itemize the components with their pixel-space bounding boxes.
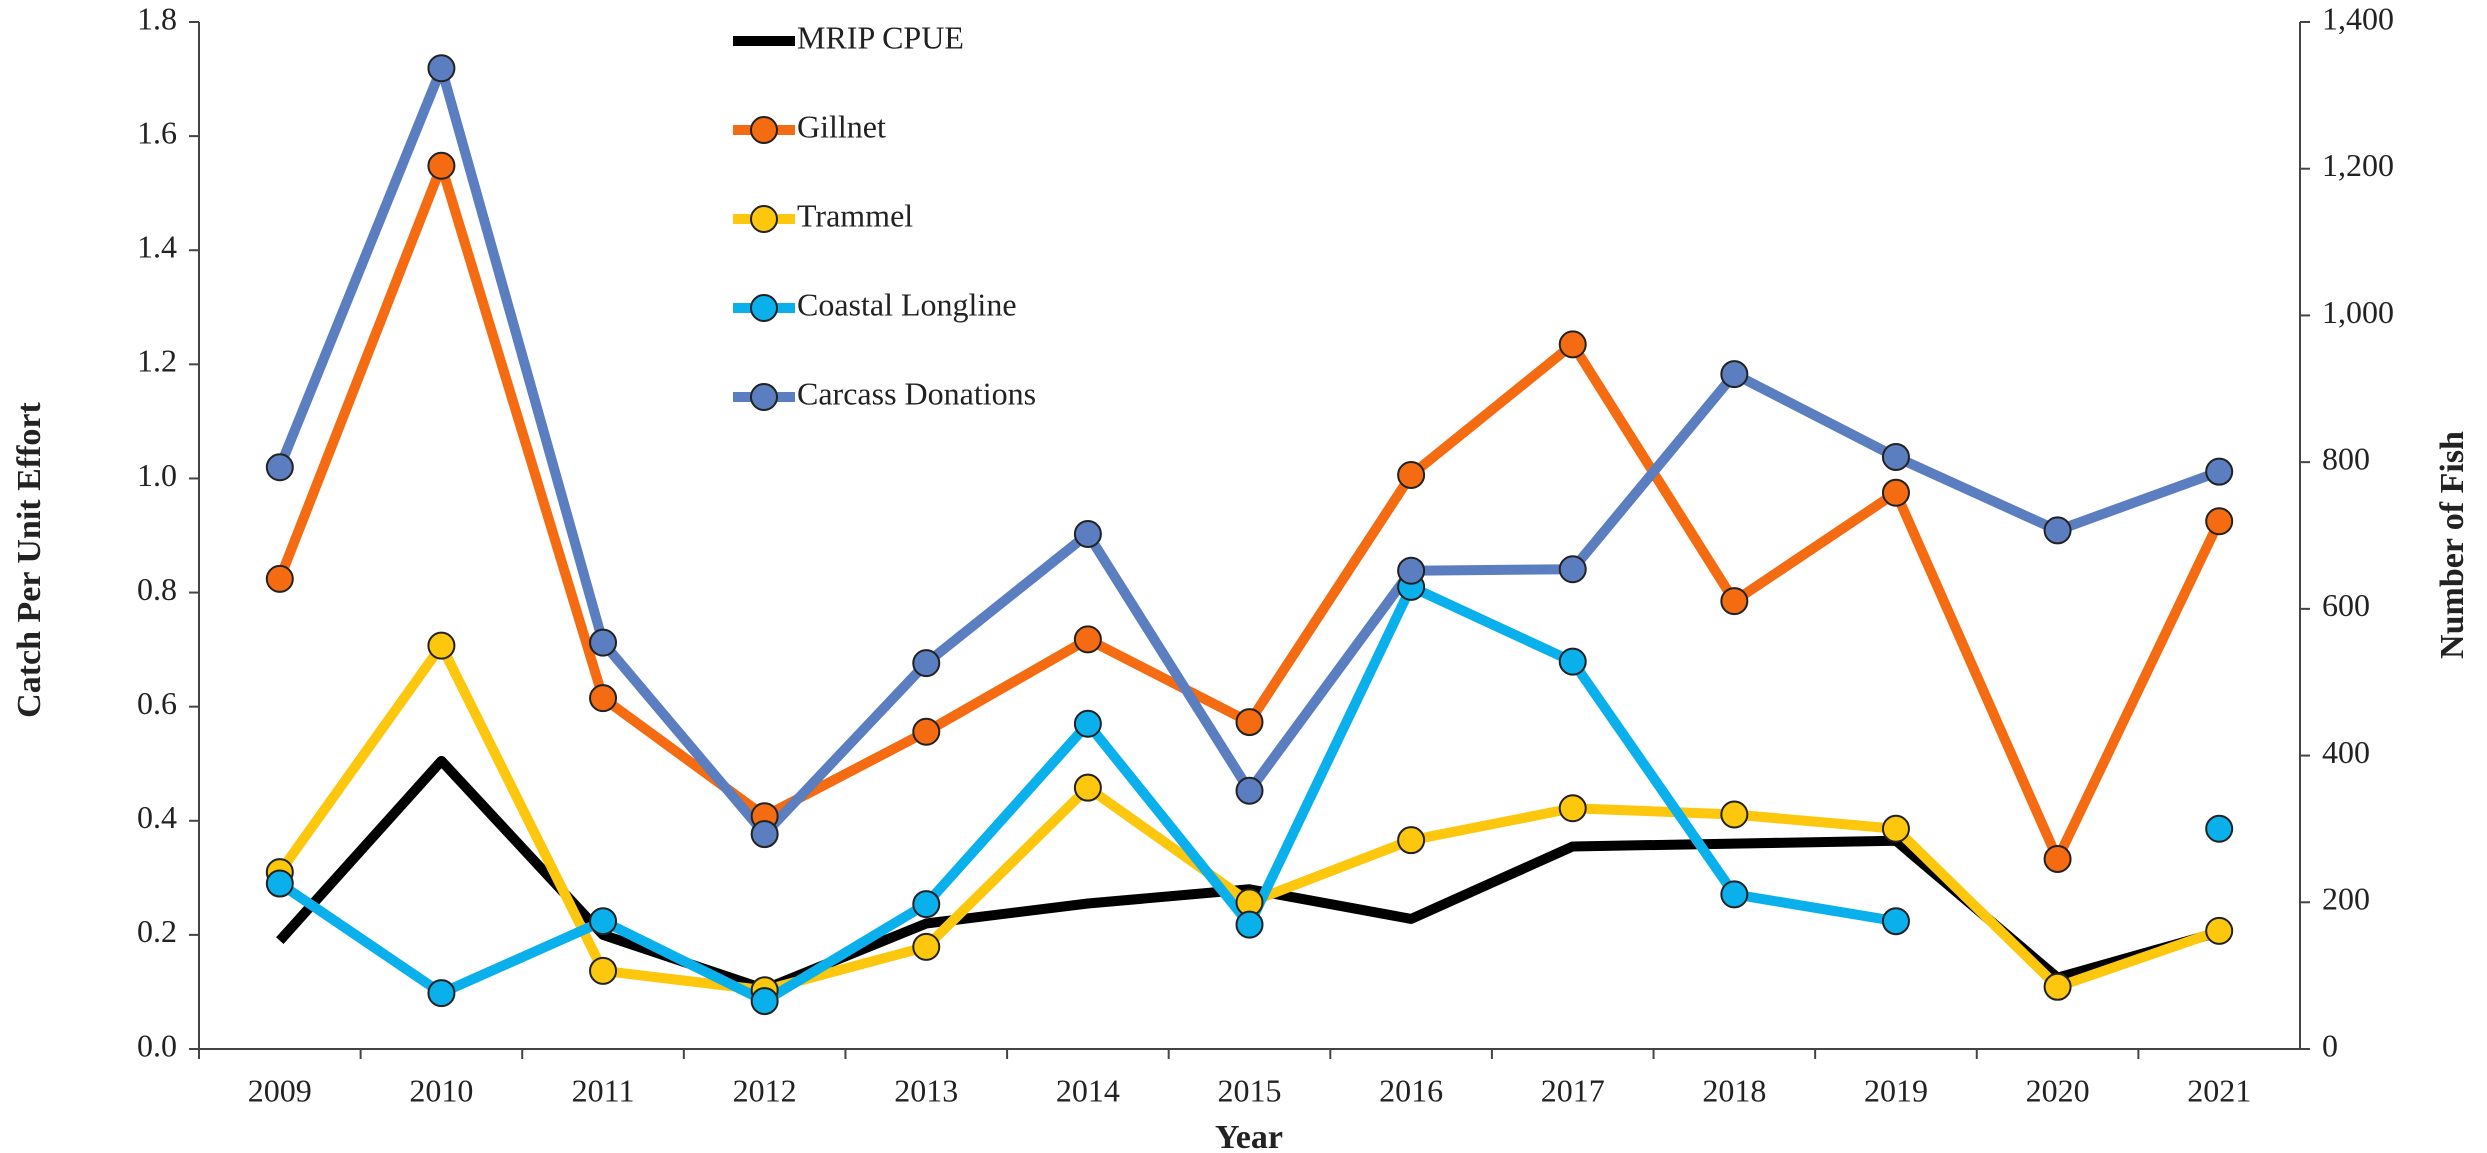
- data-point: [1881, 907, 1910, 936]
- x-tick-label: 2009: [248, 1072, 312, 1108]
- y-tick-label: 0.8: [137, 571, 177, 607]
- data-point: [1235, 910, 1264, 939]
- y-tick-label: 0.6: [137, 685, 177, 721]
- legend-marker: [750, 116, 778, 144]
- data-point: [2043, 972, 2072, 1001]
- legend-label: Carcass Donations: [797, 375, 1036, 411]
- x-tick-label: 2018: [1702, 1072, 1766, 1108]
- y-tick-label: 0.2: [137, 913, 177, 949]
- x-axis-title: Year: [1215, 1119, 1283, 1153]
- data-point: [2043, 845, 2072, 874]
- data-point: [1720, 360, 1749, 389]
- data-point: [1073, 773, 1102, 802]
- x-tick-label: 2014: [1056, 1072, 1120, 1108]
- legend-marker: [750, 294, 778, 322]
- y2-tick-label: 1,000: [2322, 294, 2394, 330]
- y-tick-label: 1.0: [137, 457, 177, 493]
- data-point: [1073, 709, 1102, 738]
- data-point: [2205, 507, 2234, 536]
- x-tick-label: 2012: [733, 1072, 797, 1108]
- data-point: [1881, 443, 1910, 472]
- data-point: [427, 631, 456, 660]
- data-point: [1397, 461, 1426, 490]
- data-point: [589, 684, 618, 713]
- data-point: [427, 979, 456, 1008]
- data-point: [427, 54, 456, 83]
- x-tick-label: 2011: [572, 1072, 635, 1108]
- data-point: [265, 869, 294, 898]
- x-tick-label: 2013: [894, 1072, 958, 1108]
- data-point: [2205, 814, 2234, 843]
- y2-tick-label: 800: [2322, 440, 2370, 476]
- data-point: [589, 907, 618, 936]
- data-point: [750, 820, 779, 849]
- y2-tick-label: 400: [2322, 734, 2370, 770]
- data-point: [1558, 330, 1587, 359]
- x-tick-label: 2017: [1541, 1072, 1605, 1108]
- x-tick-label: 2020: [2026, 1072, 2090, 1108]
- data-point: [427, 151, 456, 180]
- data-point: [1558, 794, 1587, 823]
- data-point: [1558, 555, 1587, 584]
- data-point: [2205, 457, 2234, 486]
- data-point: [1558, 647, 1587, 676]
- y2-tick-label: 600: [2322, 587, 2370, 623]
- y-tick-label: 1.2: [137, 343, 177, 379]
- y2-tick-label: 1,200: [2322, 147, 2394, 183]
- y2-axis-title: Number of Fish: [2434, 431, 2471, 659]
- data-point: [1720, 587, 1749, 616]
- legend-label: Gillnet: [797, 108, 886, 144]
- data-point: [2205, 916, 2234, 945]
- data-point: [589, 628, 618, 657]
- data-point: [1397, 826, 1426, 855]
- data-point: [912, 890, 941, 919]
- y2-tick-label: 0: [2322, 1027, 2338, 1063]
- legend-marker: [750, 383, 778, 411]
- x-tick-label: 2016: [1379, 1072, 1443, 1108]
- data-point: [1235, 776, 1264, 805]
- y-tick-label: 0.0: [137, 1027, 177, 1063]
- data-point: [265, 453, 294, 482]
- data-point: [589, 956, 618, 985]
- data-point: [750, 987, 779, 1016]
- data-point: [1235, 708, 1264, 737]
- y-tick-label: 1.8: [137, 0, 177, 36]
- legend-label: Trammel: [797, 197, 913, 233]
- data-point: [2043, 516, 2072, 545]
- data-point: [912, 649, 941, 678]
- data-point: [1397, 556, 1426, 585]
- data-point: [1073, 520, 1102, 549]
- data-point: [1073, 625, 1102, 654]
- data-point: [265, 564, 294, 593]
- legend-marker: [750, 205, 778, 233]
- data-point: [1720, 880, 1749, 909]
- data-point: [1881, 814, 1910, 843]
- data-point: [1720, 800, 1749, 829]
- y-tick-label: 0.4: [137, 799, 177, 835]
- y2-tick-label: 1,400: [2322, 0, 2394, 36]
- y2-tick-label: 200: [2322, 881, 2370, 917]
- legend-label: Coastal Longline: [797, 286, 1017, 322]
- y-tick-label: 1.4: [137, 229, 177, 265]
- x-tick-label: 2010: [409, 1072, 473, 1108]
- legend-label: MRIP CPUE: [797, 19, 964, 55]
- data-point: [1881, 478, 1910, 507]
- x-tick-label: 2019: [1864, 1072, 1928, 1108]
- x-tick-label: 2015: [1218, 1072, 1282, 1108]
- y-tick-label: 1.6: [137, 114, 177, 150]
- data-point: [912, 932, 941, 961]
- data-point: [912, 717, 941, 746]
- y-axis-title: Catch Per Unit Effort: [11, 401, 48, 717]
- x-tick-label: 2021: [2187, 1072, 2251, 1108]
